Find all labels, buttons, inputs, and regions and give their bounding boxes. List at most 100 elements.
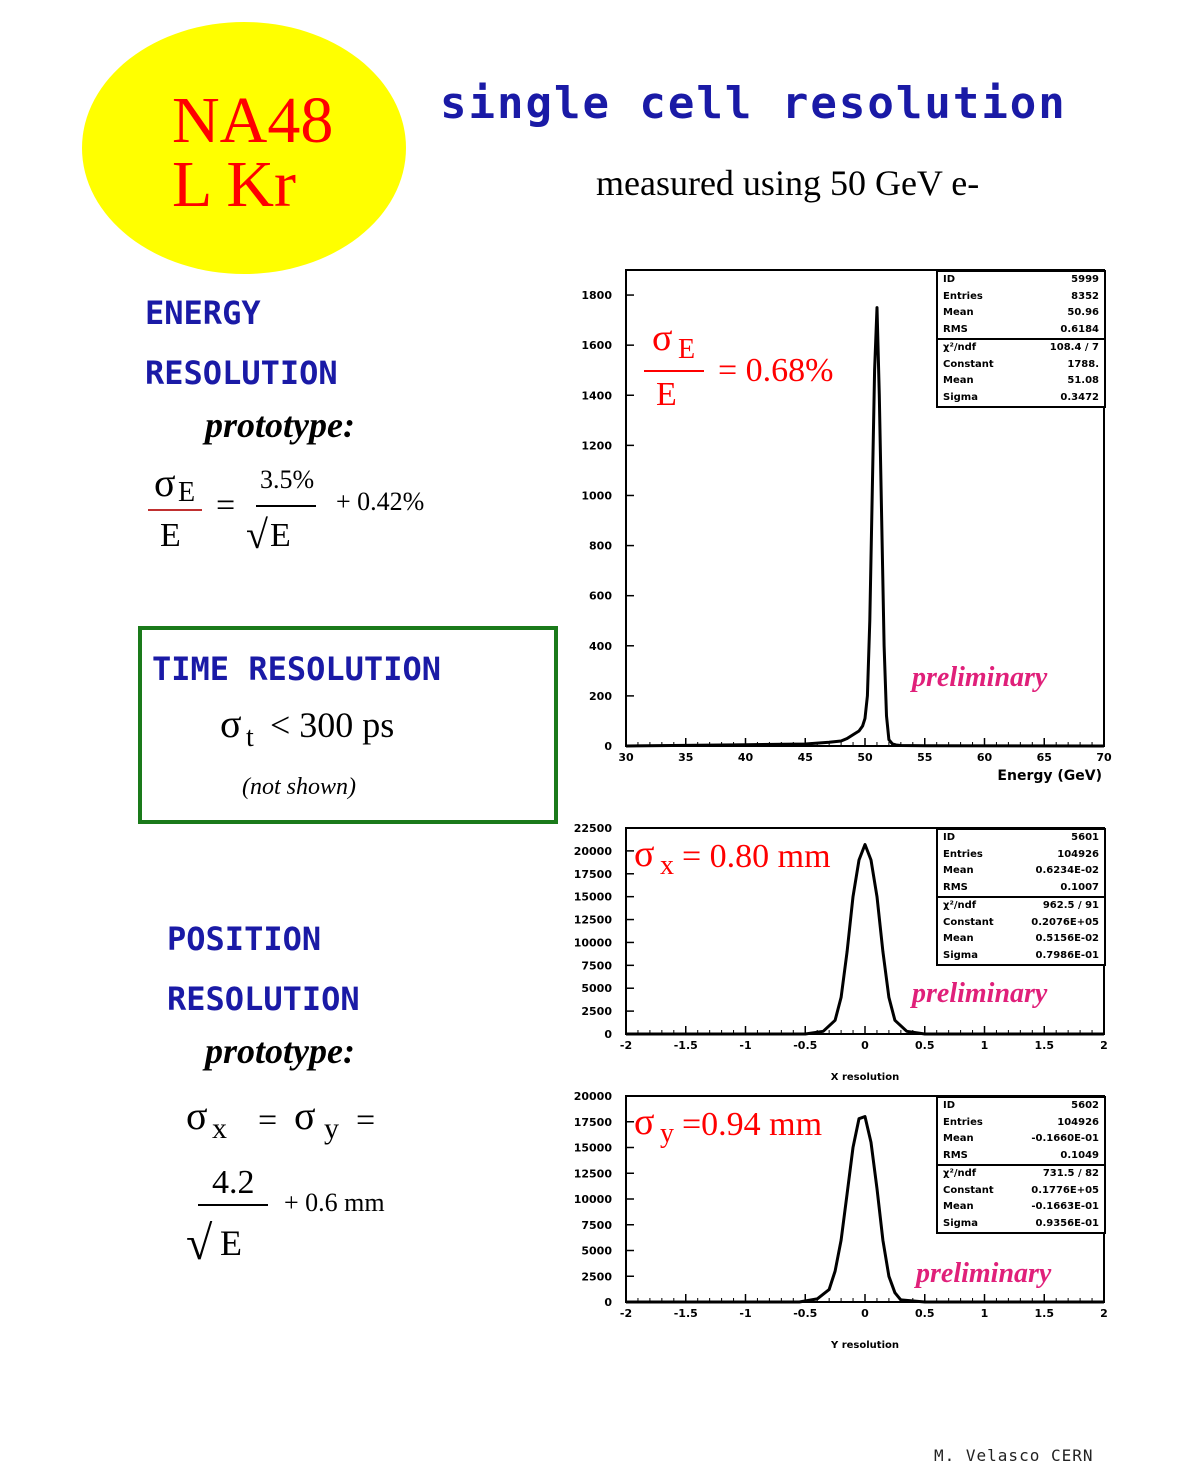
y-tick-label: 10000 (574, 936, 613, 949)
energy-formula-constant: + 0.42% (336, 487, 425, 516)
y-resolution-chart: -2 -1.5 -1 -0.5 0 0.5 1 1.5 2 0 2500 5000 7500 10000 1… (570, 1090, 1130, 1352)
y-tick-label: 17500 (574, 1116, 613, 1129)
time-value: < 300 ps (270, 705, 395, 745)
position-sqrt-arg: E (220, 1223, 242, 1263)
x-tick-label: 1.5 (1035, 1039, 1055, 1052)
stats-row: Mean 50.96 (938, 305, 1104, 322)
stats-row: Entries 8352 (938, 289, 1104, 306)
stats-row: Entries 104926 (938, 847, 1104, 864)
stats-key: RMS (943, 1149, 968, 1161)
x-tick-label: 0.5 (915, 1039, 935, 1052)
stats-row: Mean -0.1660E-01 (938, 1131, 1104, 1148)
x-tick-label: 70 (1096, 751, 1112, 764)
x-tick-label: 35 (678, 751, 693, 764)
y-result-sigma: σ (634, 1101, 655, 1143)
stats-value: 1788. (1067, 358, 1099, 370)
x-histogram-svg: -2 -1.5 -1 -0.5 0 0.5 1 1.5 2 0 2500 5000 7500 10000 1… (574, 822, 1108, 1083)
stats-key: Entries (943, 848, 983, 860)
y-tick-label: 5000 (581, 1245, 612, 1258)
energy-formula-equals: = (216, 487, 236, 524)
stats-value: 5602 (1071, 1100, 1099, 1111)
energy-result-sub: E (678, 334, 696, 365)
stats-key: χ²/ndf (943, 1168, 977, 1179)
stats-key: ID (943, 1100, 956, 1111)
energy-sqrt-icon: √ (246, 512, 268, 557)
x-tick-label: -0.5 (793, 1039, 817, 1052)
logo-line1: NA48 (172, 84, 334, 157)
y-tick-label: 1800 (581, 289, 612, 302)
stats-value: 0.7986E-01 (1035, 949, 1100, 961)
y-tick-label: 10000 (574, 1193, 613, 1206)
energy-fraction-bar-2 (256, 505, 316, 507)
y-preliminary: preliminary (916, 1258, 1052, 1289)
stats-value: 5999 (1071, 274, 1099, 285)
y-tick-label: 0 (604, 1028, 612, 1041)
x-axis-label: Energy (GeV) (997, 768, 1102, 784)
stats-value: 731.5 / 82 (1042, 1168, 1099, 1179)
position-sigma-y: σ (294, 1093, 316, 1138)
x-tick-label: 0.5 (915, 1307, 935, 1320)
y-tick-label: 1600 (581, 339, 612, 352)
stats-row: RMS 0.1007 (938, 880, 1104, 897)
y-tick-label: 20000 (574, 845, 613, 858)
energy-sqrt-arg: E (270, 517, 291, 554)
stats-row: χ²/ndf 108.4 / 7 (938, 338, 1104, 357)
y-tick-label: 20000 (574, 1090, 613, 1103)
y-result-label: σ y =0.94 mm (632, 1100, 872, 1160)
time-note: (not shown) (242, 774, 356, 800)
stats-row: Mean -0.1663E-01 (938, 1199, 1104, 1216)
energy-result-sigma: σ (652, 317, 673, 359)
stats-value: 0.6184 (1060, 323, 1099, 335)
time-sigma-sub: t (246, 722, 254, 753)
x-result-sigma: σ (634, 833, 655, 875)
time-heading: TIME RESOLUTION (152, 650, 441, 688)
energy-histogram-svg: 30 35 40 45 50 55 60 65 70 0 200 400 600 800 1000 1200 1… (581, 269, 1112, 784)
stats-value: 50.96 (1067, 307, 1099, 318)
x-result-sub: x (660, 850, 674, 881)
position-fraction-bar (198, 1204, 268, 1206)
position-constant: + 0.6 mm (284, 1188, 385, 1217)
energy-chart: 30 35 40 45 50 55 60 65 70 0 200 400 600 800 1000 1200 1… (570, 262, 1130, 792)
x-tick-label: 1.5 (1035, 1307, 1055, 1320)
x-axis-label: X resolution (831, 1072, 899, 1083)
stats-row: Entries 104926 (938, 1115, 1104, 1132)
x-tick-label: -2 (620, 1039, 632, 1052)
stats-key: Sigma (943, 1217, 978, 1229)
logo-ellipse (82, 22, 406, 274)
stats-value: 0.2076E+05 (1031, 916, 1099, 928)
position-eq1: = (258, 1102, 278, 1139)
position-formula: σ x = σ y = 4.2 √ E + 0.6 mm (180, 1092, 440, 1292)
position-resolution-heading: RESOLUTION (167, 980, 360, 1018)
histogram-line (626, 843, 1104, 1036)
stats-value: 0.1049 (1060, 1149, 1099, 1161)
histogram-line (626, 1115, 1104, 1304)
credit: M. Velasco CERN (934, 1446, 1094, 1465)
y-tick-label: 0 (604, 740, 612, 753)
stats-row: Sigma 0.7986E-01 (938, 948, 1104, 965)
stats-value: 0.6234E-02 (1035, 865, 1100, 876)
x-tick-label: -1.5 (674, 1039, 698, 1052)
x-tick-label: -2 (620, 1307, 632, 1320)
x-axis-label: Y resolution (830, 1340, 899, 1351)
stats-key: Mean (943, 1133, 974, 1144)
y-tick-label: 1000 (581, 489, 612, 502)
stats-row: RMS 0.1049 (938, 1148, 1104, 1165)
stats-row: ID 5999 (938, 272, 1104, 289)
stats-key: χ²/ndf (943, 342, 977, 353)
y-tick-label: 2500 (581, 1270, 612, 1283)
stats-key: RMS (943, 323, 968, 335)
y-tick-label: 2500 (581, 1005, 612, 1018)
page-subtitle: measured using 50 GeV e- (596, 163, 980, 203)
y-tick-label: 800 (589, 540, 612, 553)
stats-value: 0.1776E+05 (1031, 1184, 1099, 1196)
x-tick-label: -1 (739, 1307, 751, 1320)
position-heading: POSITION (167, 920, 322, 958)
energy-stats-box: ID 5999 Entries 8352 Mean 50.96 RMS 0.6184 χ²/nd… (936, 270, 1106, 408)
stats-row: RMS 0.6184 (938, 322, 1104, 339)
time-sigma: σ (220, 701, 242, 746)
y-tick-label: 1400 (581, 389, 612, 402)
y-tick-label: 400 (589, 640, 612, 653)
stats-key: Mean (943, 375, 974, 386)
energy-result-bar (644, 370, 704, 372)
histogram-line (625, 306, 1105, 748)
